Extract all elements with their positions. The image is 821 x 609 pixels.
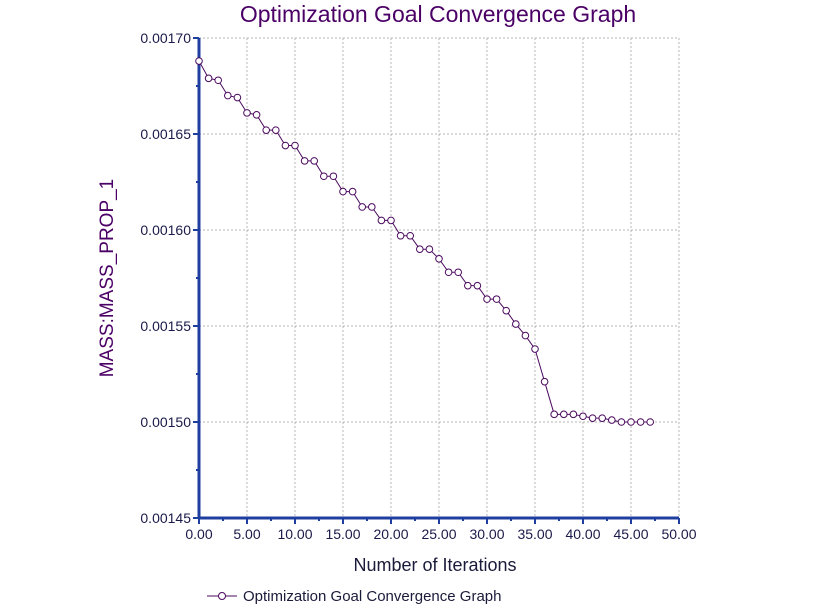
data-point (291, 141, 299, 150)
x-axis-label: Number of Iterations (353, 555, 516, 575)
data-point (339, 187, 347, 196)
data-point (646, 418, 655, 426)
x-tick-label: 25.00 (421, 526, 456, 542)
data-point (358, 203, 367, 211)
data-point (636, 418, 645, 426)
data-point (617, 418, 626, 426)
data-point (368, 203, 376, 211)
data-point (243, 109, 251, 117)
y-tick-label: 0.00160 (140, 222, 191, 238)
y-tick-label: 0.00150 (140, 414, 191, 430)
data-point (598, 414, 607, 422)
data-point (512, 320, 520, 328)
data-point (262, 126, 271, 134)
data-point (224, 91, 232, 100)
data-point (550, 410, 559, 419)
y-tick-label: 0.00170 (140, 30, 191, 46)
data-point (300, 157, 309, 165)
data-point (320, 172, 328, 181)
data-point (627, 418, 635, 426)
x-tick-label: 15.00 (325, 526, 360, 542)
data-point (588, 414, 597, 422)
x-tick-label: 0.00 (185, 526, 212, 542)
y-axis-label: MASS:MASS_PROP_1 (97, 179, 118, 378)
x-tick-label: 40.00 (565, 526, 600, 542)
axes (193, 37, 680, 524)
data-point (473, 281, 482, 290)
y-tick-label: 0.00165 (140, 126, 191, 142)
legend-circle-marker (218, 592, 226, 600)
data-point (214, 76, 222, 85)
data-point (204, 74, 213, 83)
x-tick-label: 10.00 (277, 526, 312, 542)
data-point (377, 216, 386, 225)
data-point (540, 377, 549, 386)
data-point (281, 141, 290, 150)
x-tick-label: 30.00 (469, 526, 504, 542)
data-point (454, 268, 463, 277)
data-point (416, 245, 424, 253)
data-point (425, 245, 434, 253)
data-point (521, 331, 530, 340)
data-point (406, 231, 415, 240)
data-point (272, 126, 280, 134)
x-tick-label: 50.00 (661, 526, 696, 542)
x-tick-label: 20.00 (373, 526, 408, 542)
data-point (569, 410, 578, 419)
data-point (387, 216, 395, 225)
data-point (531, 345, 539, 353)
data-point (310, 157, 319, 165)
series-optimization-goal (195, 57, 655, 426)
x-tick-label: 5.00 (233, 526, 260, 542)
data-point (483, 295, 491, 303)
data-point (444, 268, 453, 277)
data-point (579, 412, 587, 421)
data-point (464, 281, 472, 290)
legend: Optimization Goal Convergence Graph (207, 588, 501, 605)
x-tick-label: 45.00 (613, 526, 648, 542)
data-point (608, 416, 616, 424)
data-point (492, 295, 501, 303)
y-tick-label: 0.00155 (140, 318, 191, 334)
y-tick-label: 0.00145 (140, 510, 191, 526)
data-point (435, 254, 443, 263)
data-point (502, 306, 511, 315)
data-point (233, 93, 242, 102)
data-point (396, 231, 405, 240)
data-point (252, 111, 261, 119)
grid-lines (199, 37, 680, 518)
legend-entry-label: Optimization Goal Convergence Graph (243, 588, 501, 605)
data-point (195, 57, 203, 65)
data-point (560, 410, 568, 419)
data-point (329, 172, 338, 181)
chart-title: Optimization Goal Convergence Graph (240, 1, 636, 27)
data-point (348, 187, 357, 196)
tick-labels: 0.001450.001500.001550.001600.001650.001… (140, 30, 696, 542)
x-tick-label: 35.00 (517, 526, 552, 542)
